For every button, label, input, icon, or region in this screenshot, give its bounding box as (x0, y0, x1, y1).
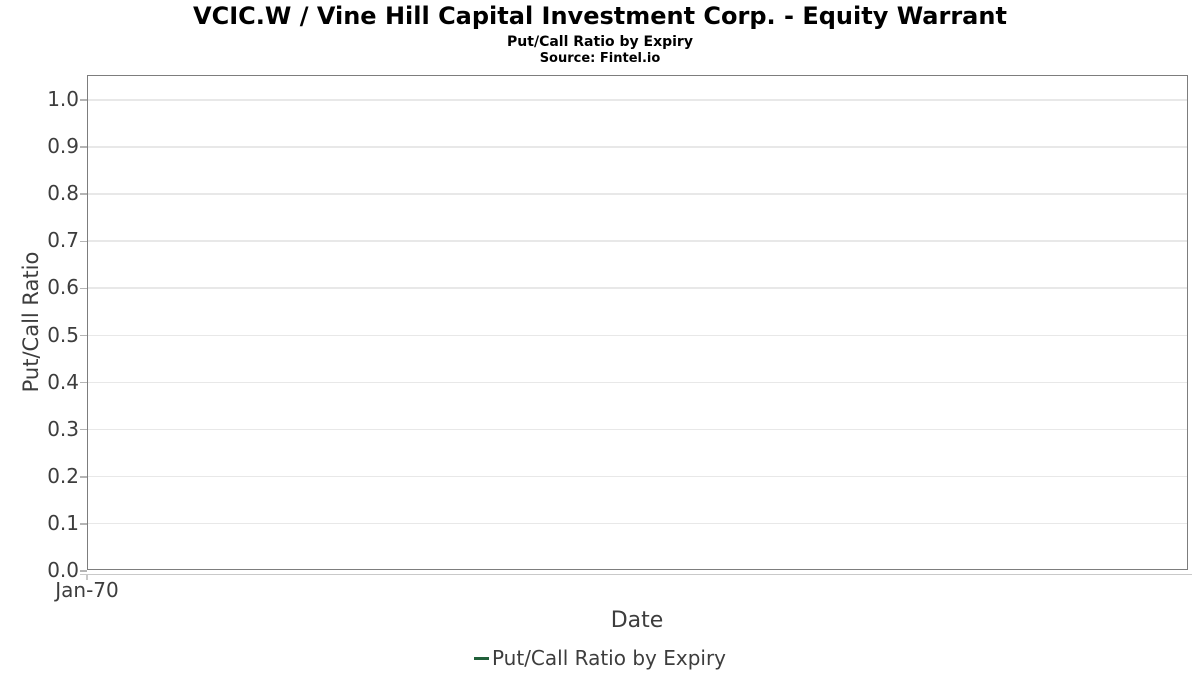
y-tick (79, 334, 87, 337)
gridline (88, 522, 1187, 525)
y-tick-label: 0.3 (47, 416, 79, 441)
y-tick (79, 287, 87, 290)
plot-area (79, 75, 1188, 572)
y-tick-label: 0.6 (47, 275, 79, 300)
gridline (88, 475, 1187, 478)
y-tick (79, 381, 87, 384)
y-tick (79, 476, 87, 478)
y-tick (79, 428, 87, 431)
y-tick-label: 0.8 (47, 181, 79, 206)
y-tick-label: 0.4 (47, 369, 79, 394)
y-tick-labels: 0.0 0.1 0.2 0.3 0.4 0.5 0.6 0.7 0.8 0.9 1.0 (0, 75, 79, 580)
gridline (88, 146, 1187, 148)
gridline (88, 193, 1187, 195)
y-axis-title: Put/Call Ratio (19, 251, 43, 393)
x-tick (86, 574, 88, 580)
gridline (88, 240, 1187, 242)
y-tick-label: 0.0 (47, 558, 79, 582)
y-tick (79, 99, 87, 101)
gridline (88, 381, 1187, 384)
legend: Put/Call Ratio by Expiry (0, 645, 1200, 671)
gridline (88, 334, 1187, 336)
x-axis-title: Date (610, 608, 664, 633)
legend-label: Put/Call Ratio by Expiry (491, 646, 727, 670)
gridline (88, 428, 1187, 431)
y-tick (79, 240, 87, 243)
legend-line-icon (473, 656, 489, 660)
chart-title: VCIC.W / Vine Hill Capital Investment Co… (193, 2, 1007, 30)
x-axis-line (80, 573, 1192, 575)
y-tick-label: 0.1 (47, 510, 79, 535)
y-tick (79, 523, 87, 525)
x-tick-label: Jan-70 (55, 578, 119, 602)
y-tick (79, 570, 87, 572)
chart-source: Source: Fintel.io (539, 51, 661, 66)
y-tick-label: 0.7 (47, 228, 79, 253)
y-tick-label: 0.2 (47, 463, 79, 488)
y-tick-label: 0.9 (47, 134, 79, 159)
gridline (88, 99, 1187, 101)
y-tick-label: 1.0 (47, 87, 79, 112)
y-tick (79, 146, 87, 148)
y-tick-label: 0.5 (47, 322, 79, 347)
y-tick (79, 193, 87, 195)
gridline (88, 287, 1187, 289)
chart-subtitle: Put/Call Ratio by Expiry (507, 34, 693, 50)
